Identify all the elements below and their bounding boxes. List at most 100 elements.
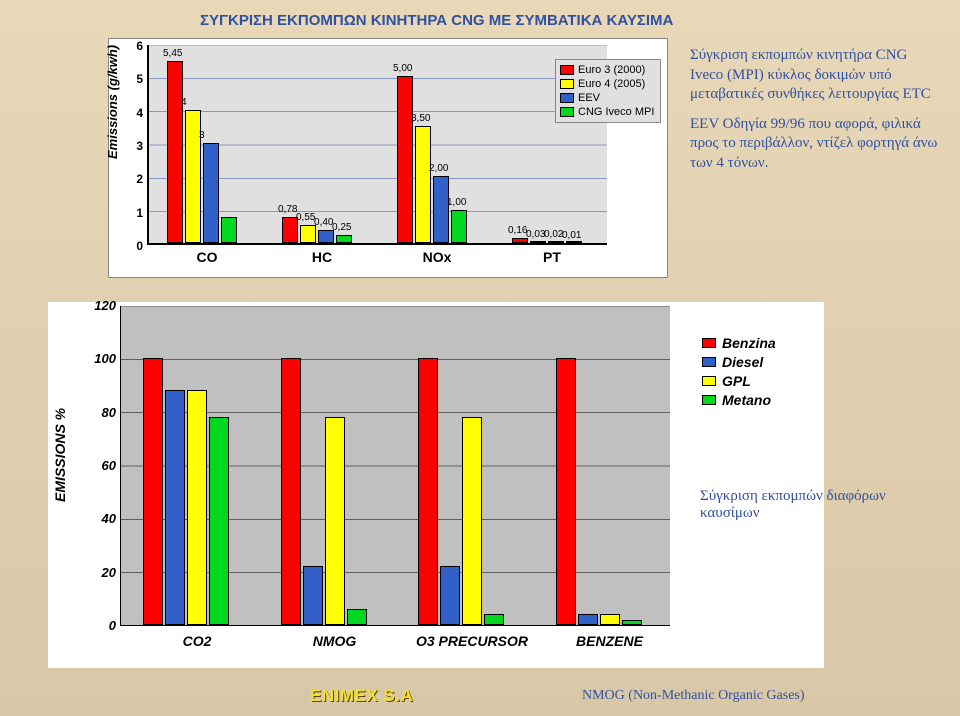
chart1-bar-label: 4: [181, 97, 187, 108]
chart1-legend-item: EEV: [560, 92, 656, 104]
chart1-bar: [221, 217, 237, 243]
chart1-bar: [548, 241, 564, 243]
chart2-bar: [622, 620, 642, 625]
chart1-ytick: 4: [127, 106, 143, 120]
chart1-bar-label: 0,25: [332, 222, 351, 233]
chart1-bar: [566, 241, 582, 243]
page-title: ΣΥΓΚΡΙΣΗ ΕΚΠΟΜΠΩΝ ΚΙΝΗΤΗΡΑ CNG ΜΕ ΣΥΜΒΑΤ…: [200, 12, 673, 29]
chart2-bar: [325, 417, 345, 625]
chart1-bar-label: 3: [199, 130, 205, 141]
chart2-bar: [600, 614, 620, 625]
chart1-bar-label: 2,00: [429, 163, 448, 174]
chart2-bar: [209, 417, 229, 625]
chart1-legend: Euro 3 (2000) Euro 4 (2005) EEV CNG Iveco M…: [555, 59, 661, 123]
chart1-category-label: HC: [272, 249, 372, 265]
desc1-p1: Σύγκριση εκπομπών κινητήρα CNG Iveco (MP…: [690, 46, 940, 105]
legend-label: GPL: [722, 373, 751, 389]
chart1-legend-item: Euro 3 (2000): [560, 64, 656, 76]
chart2-ylabel: EMISSIONS %: [52, 408, 68, 502]
chart2-ytick: 120: [88, 298, 116, 313]
emissions-chart-2: EMISSIONS % 020406080100120 CO2NMOGO3 PR…: [48, 302, 824, 668]
desc1-p2: EEV Οδηγία 99/96 που αφορά, φιλικά προς …: [690, 115, 940, 174]
chart2-legend-item: Metano: [702, 392, 802, 408]
chart1-bar: [415, 126, 431, 243]
chart2-legend-item: Diesel: [702, 354, 802, 370]
chart1-ytick: 3: [127, 139, 143, 153]
legend-label: EEV: [578, 92, 600, 104]
chart2-plot-area: CO2NMOGO3 PRECURSORBENZENE: [120, 306, 670, 626]
chart1-bar-label: 0,78: [278, 204, 297, 215]
chart1-legend-item: CNG Iveco MPI: [560, 106, 656, 118]
chart2-ytick: 80: [88, 405, 116, 420]
chart1-category-label: PT: [502, 249, 602, 265]
legend-label: Metano: [722, 392, 771, 408]
chart2-ytick: 20: [88, 565, 116, 580]
chart1-bar-label: 5,45: [163, 48, 182, 59]
chart2-bar: [187, 390, 207, 625]
chart1-bar-label: 0,01: [562, 230, 581, 241]
chart1-bar-label: 0,55: [296, 212, 315, 223]
chart1-bar: [167, 61, 183, 243]
chart2-category-label: NMOG: [265, 633, 405, 649]
legend-swatch: [702, 357, 716, 367]
chart1-bar-label: 0,02: [544, 229, 563, 240]
chart1-bar-label: 3,50: [411, 113, 430, 124]
chart1-bar: [530, 241, 546, 243]
legend-swatch: [702, 338, 716, 348]
legend-swatch: [702, 376, 716, 386]
description-block-1: Σύγκριση εκπομπών κινητήρα CNG Iveco (MP…: [690, 46, 940, 183]
chart1-ytick: 6: [127, 39, 143, 53]
legend-label: Euro 4 (2005): [578, 78, 645, 90]
footer-note: NMOG (Non-Methanic Organic Gases): [582, 688, 805, 704]
chart2-bar: [462, 417, 482, 625]
chart1-category-label: NOx: [387, 249, 487, 265]
chart2-bar: [165, 390, 185, 625]
chart1-bar: [203, 143, 219, 243]
legend-swatch: [560, 107, 574, 117]
chart2-legend-item: GPL: [702, 373, 802, 389]
chart2-legend: Benzina Diesel GPL Metano: [702, 332, 802, 411]
chart1-bar-label: 0,16: [508, 225, 527, 236]
chart2-bar: [418, 358, 438, 625]
chart2-bar: [143, 358, 163, 625]
chart1-bar: [451, 210, 467, 243]
legend-label: Euro 3 (2000): [578, 64, 645, 76]
chart2-ytick: 40: [88, 511, 116, 526]
chart2-ytick: 60: [88, 458, 116, 473]
chart1-plot-area: 5,4543CO0,780,550,400,25HC5,003,502,001,…: [147, 45, 607, 245]
chart2-bar: [281, 358, 301, 625]
chart1-ytick: 2: [127, 172, 143, 186]
legend-swatch: [560, 65, 574, 75]
chart2-bar: [303, 566, 323, 625]
chart1-bar-label: 1,00: [447, 197, 466, 208]
legend-label: Diesel: [722, 354, 763, 370]
chart2-bar: [484, 614, 504, 625]
chart2-category-label: CO2: [127, 633, 267, 649]
legend-swatch: [560, 79, 574, 89]
emissions-chart-1: Emissions (g/kwh) 0123456 5,4543CO0,780,…: [108, 38, 668, 278]
chart1-ytick: 0: [127, 239, 143, 253]
chart2-bar: [578, 614, 598, 625]
legend-swatch: [702, 395, 716, 405]
chart1-bar: [433, 176, 449, 243]
chart2-bar: [556, 358, 576, 625]
chart2-ytick: 0: [88, 618, 116, 633]
footer-logo: ENIMEX S.A: [310, 686, 413, 706]
legend-label: CNG Iveco MPI: [578, 106, 654, 118]
legend-swatch: [560, 93, 574, 103]
chart1-ytick: 1: [127, 206, 143, 220]
description-block-2: Σύγκριση εκπομπών διαφόρων καυσίμων: [700, 488, 920, 522]
chart2-bar: [440, 566, 460, 625]
chart1-ylabel: Emissions (g/kwh): [105, 45, 120, 159]
chart1-bar-label: 0,03: [526, 229, 545, 240]
chart1-ytick: 5: [127, 72, 143, 86]
chart2-category-label: O3 PRECURSOR: [402, 633, 542, 649]
chart1-bar: [397, 76, 413, 243]
chart2-category-label: BENZENE: [540, 633, 680, 649]
chart2-legend-item: Benzina: [702, 335, 802, 351]
legend-label: Benzina: [722, 335, 776, 351]
chart1-bar-label: 0,40: [314, 217, 333, 228]
chart2-ytick: 100: [88, 351, 116, 366]
chart1-bar: [336, 235, 352, 243]
chart2-bar: [347, 609, 367, 625]
